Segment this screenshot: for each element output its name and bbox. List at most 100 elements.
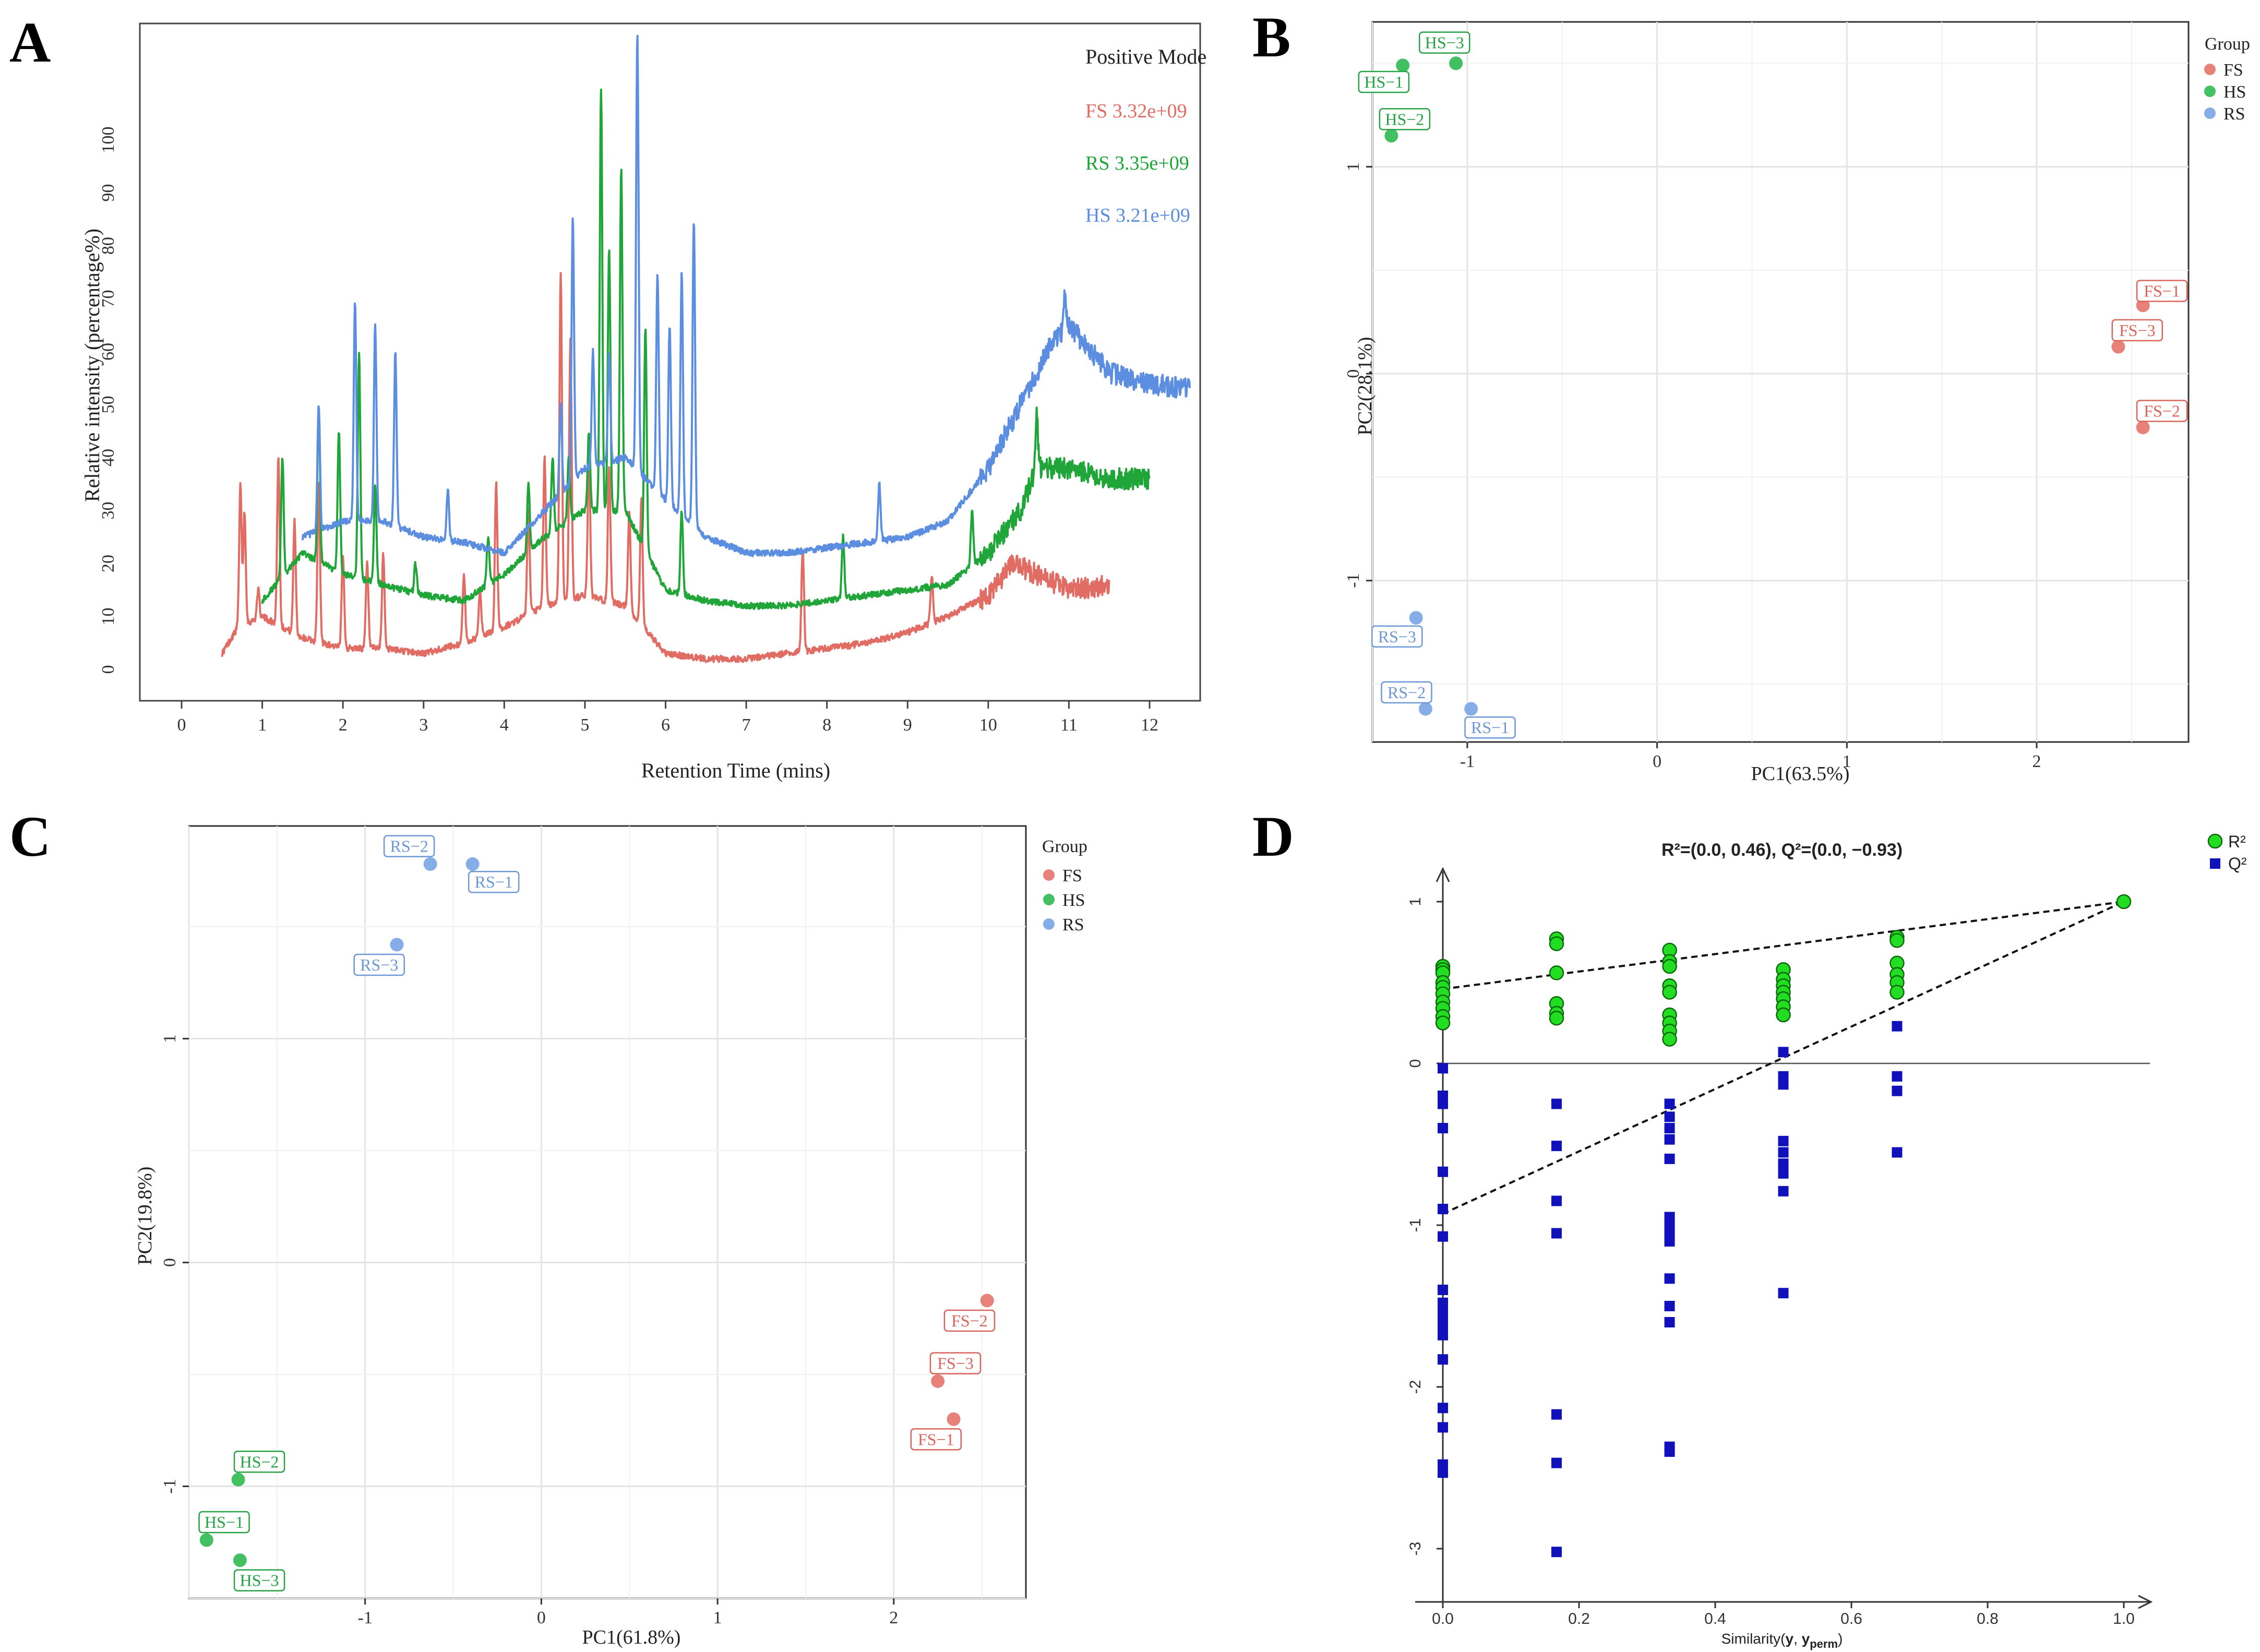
- chromatogram-y-tick-label: 30: [99, 502, 118, 520]
- chromatogram-y-tick-label: 80: [99, 237, 118, 255]
- pca-point-label: RS−3: [1378, 627, 1416, 646]
- r2-point: [1662, 985, 1677, 1000]
- x-tick-label: 0.6: [1840, 1610, 1862, 1627]
- pca-point-fs-1: [2136, 298, 2150, 313]
- pca-point-label: RS−2: [390, 837, 428, 856]
- q2-point: [1664, 1220, 1675, 1230]
- q2-point: [1438, 1313, 1448, 1324]
- q2-point: [1551, 1141, 1562, 1152]
- q2-point: [1778, 1079, 1789, 1090]
- x-tick-label: 0: [1653, 752, 1661, 771]
- permutation-x-label-main: Similarity(: [1721, 1631, 1786, 1647]
- pca-point-label: HS−1: [1364, 73, 1403, 91]
- q2-point: [1551, 1457, 1562, 1468]
- pca-point-label: RS−1: [475, 872, 513, 891]
- pca-point-rs-3: [390, 938, 404, 952]
- pca-c-points: RS−2 RS−1 RS−3 FS−2 FS−3 FS−1 HS−2 HS−1 HS−3: [198, 835, 996, 1591]
- x-tick-label: 0: [537, 1608, 546, 1627]
- chromatogram-x-tick-label: 0: [177, 715, 186, 735]
- q2-point: [1778, 1288, 1789, 1299]
- q2-point: [1438, 1063, 1448, 1074]
- chromatogram-y-tick-label: 50: [99, 396, 118, 414]
- r2-point: [1549, 1010, 1564, 1026]
- pca-b-legend-title: Group: [2205, 34, 2250, 54]
- chromatogram-x-tick-label: 7: [742, 715, 751, 735]
- pca-point-label: RS−2: [1388, 683, 1426, 702]
- panel-letter-c: C: [9, 805, 51, 868]
- q2-point: [1438, 1306, 1448, 1316]
- x-tick-label: 0.2: [1568, 1610, 1590, 1627]
- pca-point-rs-2: [423, 857, 437, 871]
- pca-point-label: HS−1: [205, 1513, 244, 1531]
- chromatogram-title: Positive Mode: [1085, 45, 1206, 68]
- r2-point: [1435, 1015, 1451, 1031]
- pca-point-label: HS−2: [240, 1452, 279, 1471]
- r2-point: [1549, 936, 1564, 951]
- chromatogram-x-tick-label: 1: [258, 715, 267, 735]
- pca-point-hs-2: [231, 1473, 245, 1487]
- pca-point-rs-3: [1409, 611, 1423, 625]
- pca-point-fs-3: [931, 1374, 945, 1388]
- pca-point-label-box: [929, 1352, 982, 1374]
- chromatogram-x-tick-label: 12: [1141, 715, 1158, 735]
- chromatogram-x-tick-label: 4: [500, 715, 509, 735]
- y-tick-label: -1: [160, 1479, 180, 1493]
- pca-b-plot-frame: [1371, 21, 2190, 743]
- pca-point-label-box: [2136, 280, 2188, 302]
- pca-b-grid: [1372, 22, 2189, 742]
- permutation-x-label-y2: y: [1802, 1631, 1810, 1647]
- pca-b-y-axis-label: PC2(28.1%): [1354, 337, 1376, 436]
- pca-point-label-box: [233, 1569, 285, 1591]
- legend-swatch-hs: [2204, 86, 2216, 97]
- chromatogram-series: [221, 34, 1191, 663]
- q2-point: [1664, 1273, 1675, 1284]
- pca-chart-b: -1 0 1 2 -1 0 1 HS−3 HS−1 HS−2 FS−1 FS−3 FS−2 RS−3 RS…: [1344, 21, 2250, 785]
- chromatogram-line-hs: [301, 34, 1191, 557]
- pca-c-plot-frame: [188, 825, 1027, 1599]
- pca-point-label-box: [1381, 681, 1432, 704]
- pca-point-label-box: [1464, 716, 1516, 739]
- pca-point-label: FS−1: [918, 1430, 954, 1449]
- q2-point: [1778, 1135, 1789, 1146]
- pca-point-label-box: [2136, 400, 2188, 422]
- y-tick-label: -1: [1407, 1218, 1424, 1232]
- q2-point: [1664, 1212, 1675, 1223]
- q2-point: [1778, 1071, 1789, 1082]
- pca-point-hs-2: [1384, 129, 1398, 143]
- chromatogram-chart: 0 1 2 3 4 5 6 7 8 9 10 11 12 0102030405060708090100 …: [80, 22, 1206, 782]
- y-tick-label: -1: [1344, 573, 1363, 588]
- x-tick-label: 0.8: [1977, 1610, 1999, 1627]
- permutation-x-label-sep: ,: [1793, 1631, 1802, 1647]
- x-tick-label: 1.0: [2113, 1610, 2135, 1627]
- r2-point: [1662, 959, 1677, 974]
- pca-point-label-box: [910, 1428, 962, 1451]
- q2-point: [1438, 1098, 1448, 1109]
- legend-swatch-rs: [2204, 107, 2216, 119]
- q2-point: [1664, 1111, 1675, 1122]
- q2-point: [1551, 1098, 1562, 1109]
- r2-point: [1662, 1032, 1677, 1047]
- y-tick-label: -3: [1407, 1542, 1424, 1556]
- q2-point: [1438, 1166, 1448, 1177]
- pca-point-label: FS−2: [2144, 402, 2180, 421]
- pca-point-label: RS−1: [1471, 718, 1509, 737]
- y-axis-arrow: [1436, 867, 1450, 882]
- pca-point-fs-1: [947, 1412, 961, 1426]
- y-tick-label: 0: [1344, 369, 1363, 378]
- legend-label-rs: RS: [2223, 104, 2245, 124]
- q2-point: [1664, 1301, 1675, 1311]
- q2-point: [1438, 1422, 1448, 1433]
- q2-point: [1438, 1459, 1448, 1470]
- pca-chart-c: -1 0 1 2 -1 0 1 RS−2 RS−1 RS−3 FS−2 FS−3 FS−1 HS−2 HS…: [134, 825, 1087, 1648]
- q2-point: [1551, 1547, 1562, 1558]
- pca-point-label-box: [2111, 319, 2163, 342]
- legend-label-q2: Q²: [2228, 854, 2247, 873]
- pca-point-label: FS−3: [2119, 321, 2156, 340]
- pca-point-label: HS−2: [1385, 110, 1424, 128]
- chromatogram-y-tick-label: 10: [99, 608, 118, 626]
- r2-point: [2116, 894, 2132, 909]
- pca-point-label: RS−3: [360, 955, 398, 974]
- chromatogram-line-rs: [261, 88, 1151, 610]
